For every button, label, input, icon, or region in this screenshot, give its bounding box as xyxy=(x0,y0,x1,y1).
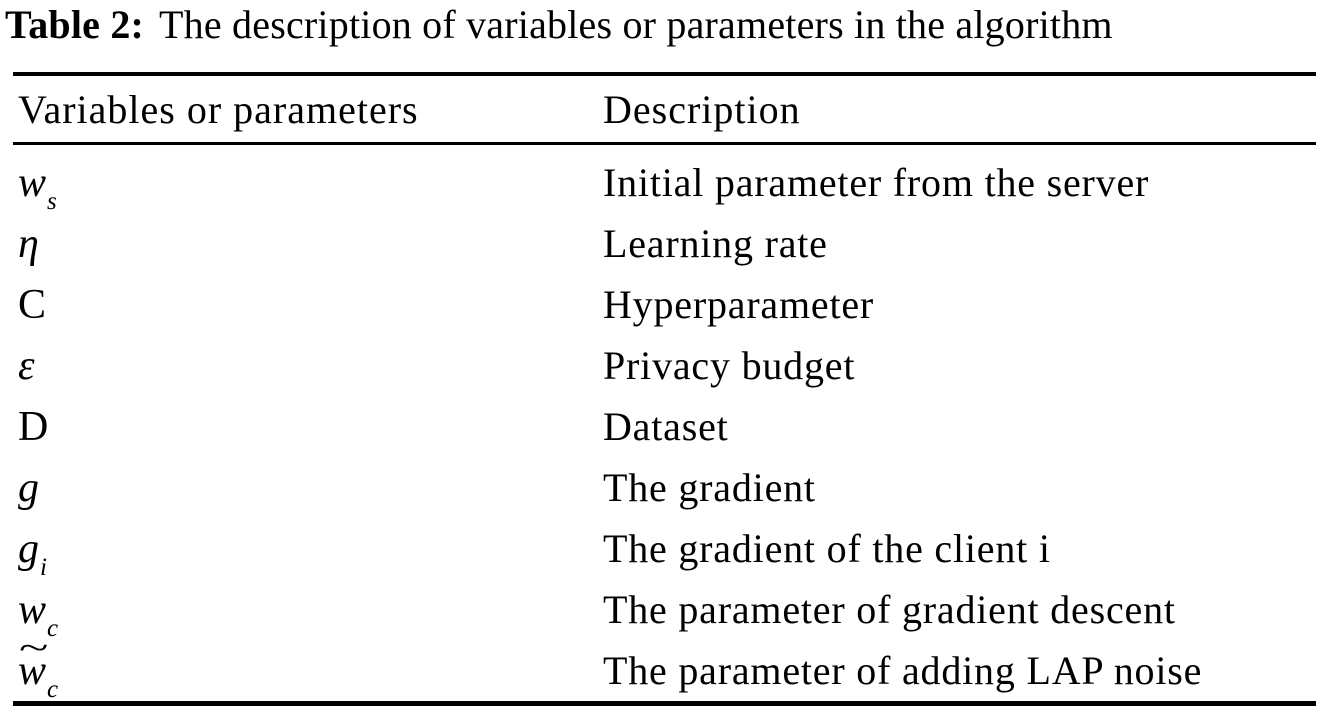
variable-symbol: D xyxy=(13,403,603,451)
variable-symbol: gi xyxy=(13,525,603,580)
description-cell: Dataset xyxy=(603,404,729,449)
description-cell: The gradient of the client i xyxy=(603,526,1051,571)
table-row: D Dataset xyxy=(13,396,1316,457)
table-row: g The gradient xyxy=(13,457,1316,518)
table-caption-label: Table 2: xyxy=(5,2,145,47)
table-caption-text: The description of variables or paramete… xyxy=(159,2,1113,47)
header-variables: Variables or parameters xyxy=(18,86,419,132)
table-top-rule xyxy=(13,72,1316,76)
table-row: gi The gradient of the client i xyxy=(13,518,1316,580)
variable-symbol: g xyxy=(13,464,603,512)
symbol-base: η xyxy=(18,220,39,267)
symbol-base: w xyxy=(18,586,47,633)
symbol-subscript: c xyxy=(47,675,59,703)
symbol-base: g xyxy=(18,525,39,572)
description-cell: Learning rate xyxy=(603,221,828,266)
table-header-rule xyxy=(13,142,1316,145)
header-description: Description xyxy=(603,86,801,132)
symbol-with-tilde: ~ w xyxy=(18,631,48,695)
description-cell: Privacy budget xyxy=(603,343,856,388)
description-cell: Initial parameter from the server xyxy=(603,160,1150,205)
table-row: ws Initial parameter from the server xyxy=(13,152,1316,214)
symbol-subscript: i xyxy=(40,553,47,581)
symbol-base: C xyxy=(18,281,47,328)
symbol-base: w xyxy=(18,159,47,206)
variable-symbol: ε xyxy=(13,342,603,390)
tilde-accent: ~ xyxy=(19,629,49,667)
variable-symbol: wc xyxy=(13,586,603,641)
variables-table: Variables or parameters Description ws I… xyxy=(13,72,1316,706)
table-row: ε Privacy budget xyxy=(13,335,1316,396)
description-cell: Hyperparameter xyxy=(603,282,875,327)
variable-symbol: η xyxy=(13,220,603,268)
variable-symbol: ws xyxy=(13,159,603,214)
table-header-row: Variables or parameters Description xyxy=(13,76,1316,142)
variable-symbol: ~ wc xyxy=(13,631,603,702)
description-cell: The parameter of adding LAP noise xyxy=(603,648,1203,693)
table-bottom-rule xyxy=(13,701,1316,706)
table-row: wc The parameter of gradient descent xyxy=(13,579,1316,641)
symbol-base: w xyxy=(18,647,47,694)
symbol-base: ε xyxy=(18,342,35,389)
table-row: η Learning rate xyxy=(13,213,1316,274)
table-caption: Table 2: The description of variables or … xyxy=(5,1,1113,48)
table-body: ws Initial parameter from the server η L… xyxy=(13,145,1316,702)
symbol-base: D xyxy=(18,403,49,450)
symbol-subscript: c xyxy=(47,614,59,642)
table-row: C Hyperparameter xyxy=(13,274,1316,335)
description-cell: The gradient xyxy=(603,465,816,510)
symbol-base: g xyxy=(18,464,39,511)
table-row: ~ wc The parameter of adding LAP noise xyxy=(13,631,1316,702)
symbol-subscript: s xyxy=(47,187,57,215)
description-cell: The parameter of gradient descent xyxy=(603,587,1176,632)
variable-symbol: C xyxy=(13,281,603,329)
